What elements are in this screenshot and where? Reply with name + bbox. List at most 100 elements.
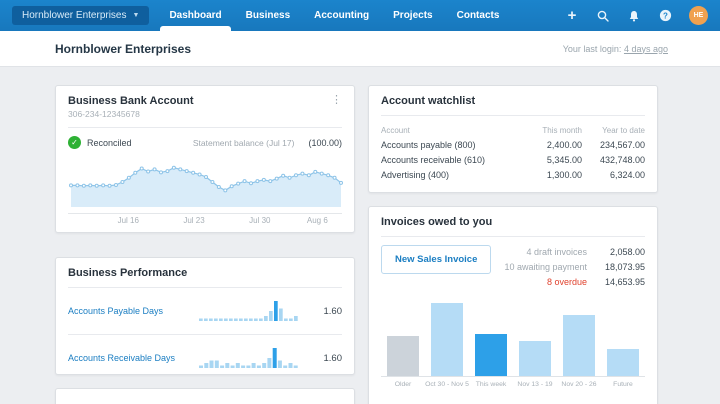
balance-point-marker (261, 177, 266, 182)
balance-point-marker (204, 174, 208, 179)
sparkline-bar (277, 360, 282, 368)
invoice-x-tick-label: Nov 20 - 26 (561, 381, 597, 388)
sparkline-bar (294, 316, 298, 321)
tab-business-label: Business (245, 10, 291, 21)
dashboard-content: Business Bank Account 306-234-12345678 ⋮… (0, 67, 720, 404)
watchlist-header-row: Account This month Year to date (381, 124, 645, 137)
awaiting-payment-line: 10 awaiting payment 18,073.95 (504, 260, 645, 275)
help-icon[interactable]: ? (658, 9, 672, 23)
search-icon[interactable] (596, 9, 610, 23)
watchlist-card-title: Account watchlist (381, 95, 476, 107)
sparkline-bar (230, 365, 235, 368)
sparkline-bar (209, 360, 214, 368)
sparkline-bar (199, 365, 203, 368)
balance-point-marker (268, 179, 273, 184)
balance-point-marker (159, 170, 163, 175)
chevron-down-icon: ▼ (132, 12, 140, 19)
account-watchlist-card: Account watchlist Account This month Yea… (368, 85, 658, 193)
balance-point-marker (184, 169, 189, 174)
business-performance-card: Business Performance Accounts Payable Da… (55, 257, 355, 375)
invoices-card-title: Invoices owed to you (381, 216, 493, 228)
balance-point-marker (94, 183, 99, 188)
statement-balance-value: (100.00) (308, 137, 342, 148)
col-account: Account (381, 126, 410, 135)
divider (381, 236, 645, 237)
sparkline-bar (288, 363, 293, 368)
overdue-line: 8 overdue 14,653.95 (504, 275, 645, 290)
notifications-bell-icon[interactable] (627, 9, 641, 23)
invoices-owed-card: Invoices owed to you New Sales Invoice 4… (368, 206, 658, 404)
balance-point-marker (300, 171, 305, 176)
sparkline-bar (254, 318, 258, 321)
org-switcher-dropdown[interactable]: Hornblower Enterprises ▼ (12, 6, 150, 25)
sparkline-bar (214, 318, 218, 321)
sparkline-bar (241, 365, 246, 368)
tab-business[interactable]: Business (246, 0, 290, 31)
sparkline-bar (269, 311, 273, 321)
tab-contacts[interactable]: Contacts (457, 0, 500, 31)
add-new-icon[interactable]: + (567, 6, 577, 24)
invoice-x-tick-label: Nov 13 - 19 (517, 381, 553, 388)
balance-point-marker (287, 175, 292, 180)
invoice-x-tick-label: Oct 30 - Nov 5 (425, 381, 469, 388)
last-login-text: Your last login: 4 days ago (563, 44, 668, 54)
balance-point-marker (81, 183, 86, 188)
sparkline-bar (262, 363, 267, 368)
invoice-x-tick-label: Future (613, 381, 633, 388)
balance-point-marker (165, 169, 170, 174)
kebab-menu-icon[interactable]: ⋮ (331, 94, 342, 106)
invoices-x-labels: Older Oct 30 - Nov 5 This week Nov 13 - 19 N… (381, 381, 645, 388)
accounts-receivable-days-link[interactable]: Accounts Receivable Days (68, 353, 176, 363)
invoice-bar[interactable] (606, 349, 640, 376)
balance-point-marker (326, 173, 331, 178)
invoice-x-tick-label: This week (475, 381, 507, 388)
invoice-bar-column (469, 303, 513, 376)
balance-area-fill (71, 167, 341, 207)
awaiting-payment-label: 10 awaiting payment (504, 262, 587, 272)
sparkline-bar (220, 365, 225, 368)
sparkline-bar (267, 358, 272, 368)
user-avatar[interactable]: HE (689, 6, 708, 25)
tab-projects[interactable]: Projects (393, 0, 432, 31)
invoice-bar[interactable] (518, 340, 552, 376)
invoice-bar-column (425, 303, 469, 376)
invoice-summary: 4 draft invoices 2,058.00 10 awaiting pa… (504, 245, 645, 290)
balance-point-marker (69, 183, 73, 188)
col-year-to-date: Year to date (602, 126, 645, 135)
bank-balance-chart: Jul 16 Jul 23 Jul 30 Aug 6 (68, 155, 343, 226)
balance-point-marker (332, 175, 337, 180)
table-row: Accounts payable (800) 2,400.00 234,567.… (381, 137, 645, 152)
invoice-bar[interactable] (430, 303, 464, 376)
invoice-bar[interactable] (386, 335, 420, 376)
sparkline-bar (249, 318, 253, 321)
divider (381, 115, 645, 116)
invoice-bar[interactable] (562, 314, 596, 376)
last-login-link[interactable]: 4 days ago (623, 43, 668, 54)
new-sales-invoice-button[interactable]: New Sales Invoice (381, 245, 492, 274)
bank-chart-x-labels: Jul 16 Jul 23 Jul 30 Aug 6 (68, 214, 342, 226)
bank-x-tick-label: Jul 23 (183, 216, 205, 225)
sparkline-bar (244, 318, 248, 321)
invoice-bar[interactable] (474, 333, 508, 376)
sparkline-bar (225, 363, 230, 368)
balance-point-marker (236, 181, 241, 186)
balance-point-marker (171, 165, 176, 170)
sparkline-bar (229, 318, 233, 321)
balance-point-marker (139, 166, 144, 171)
tab-accounting[interactable]: Accounting (314, 0, 369, 31)
balance-point-marker (114, 182, 118, 187)
watchlist-this-month: 5,345.00 (546, 154, 582, 165)
invoice-bar-column (513, 303, 557, 376)
invoice-bar-column (601, 303, 645, 376)
sparkline-bar (264, 316, 268, 321)
sparkline-bar (274, 301, 278, 321)
next-card-partial (55, 388, 355, 404)
bank-account-card: Business Bank Account 306-234-12345678 ⋮… (55, 85, 355, 233)
watchlist-this-month: 2,400.00 (546, 139, 582, 150)
sparkline-bar (246, 365, 251, 368)
sparkline-bar (239, 318, 243, 321)
tab-dashboard[interactable]: Dashboard (160, 0, 231, 31)
divider (68, 287, 342, 288)
accounts-payable-days-link[interactable]: Accounts Payable Days (68, 306, 164, 316)
sparkline-bar (259, 318, 263, 321)
